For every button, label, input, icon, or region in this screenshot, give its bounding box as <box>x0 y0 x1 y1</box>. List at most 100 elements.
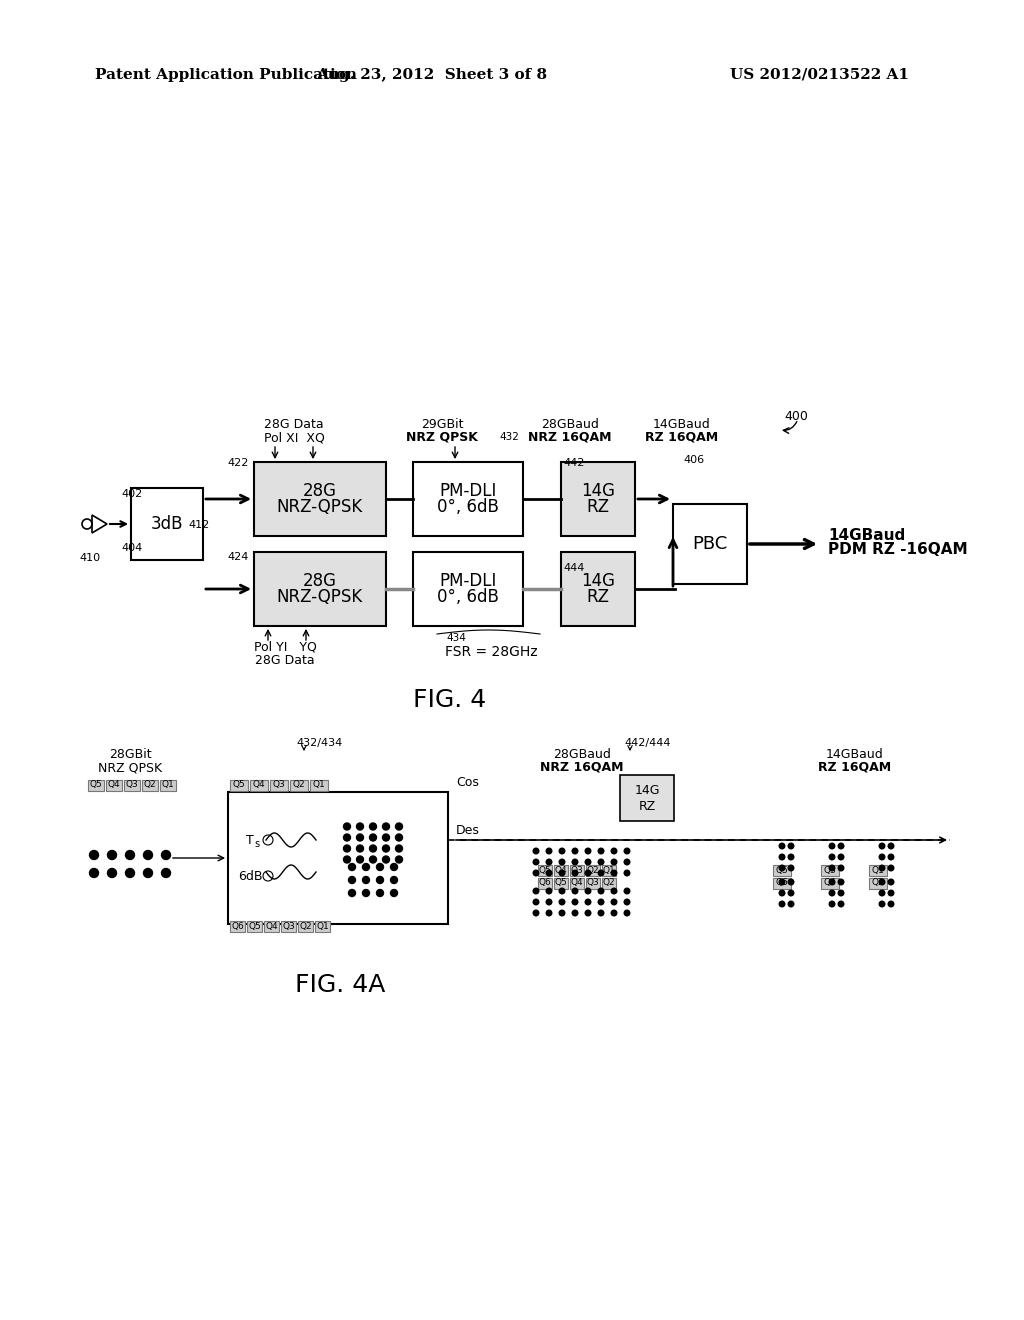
Text: 3dB: 3dB <box>151 515 183 533</box>
Text: Q2: Q2 <box>603 879 615 887</box>
Circle shape <box>356 845 364 851</box>
Circle shape <box>362 876 370 883</box>
Text: Q6: Q6 <box>539 879 551 887</box>
Text: Pol XI  XQ: Pol XI XQ <box>263 432 325 445</box>
Text: 14G: 14G <box>581 482 615 500</box>
Text: RZ: RZ <box>587 587 609 606</box>
Circle shape <box>572 849 578 854</box>
Circle shape <box>598 870 604 875</box>
Circle shape <box>546 888 552 894</box>
Circle shape <box>779 902 784 907</box>
FancyBboxPatch shape <box>250 780 268 791</box>
Text: Q3: Q3 <box>272 780 286 789</box>
FancyBboxPatch shape <box>586 865 600 876</box>
Text: 6dB: 6dB <box>238 870 262 883</box>
Circle shape <box>377 876 384 883</box>
FancyBboxPatch shape <box>298 921 313 932</box>
Circle shape <box>546 870 552 875</box>
Text: NRZ-QPSK: NRZ-QPSK <box>276 587 364 606</box>
Circle shape <box>370 822 377 830</box>
Text: 28GBaud: 28GBaud <box>541 417 599 430</box>
Text: Q4: Q4 <box>570 879 584 887</box>
Circle shape <box>625 888 630 894</box>
Circle shape <box>370 845 377 851</box>
FancyBboxPatch shape <box>270 780 288 791</box>
FancyBboxPatch shape <box>290 780 308 791</box>
FancyBboxPatch shape <box>538 878 552 888</box>
Circle shape <box>625 870 630 875</box>
Circle shape <box>888 890 894 896</box>
Circle shape <box>534 849 539 854</box>
Circle shape <box>559 911 565 916</box>
Text: Q2: Q2 <box>299 921 312 931</box>
FancyBboxPatch shape <box>264 921 279 932</box>
Circle shape <box>585 888 591 894</box>
FancyBboxPatch shape <box>124 780 140 791</box>
Text: 442: 442 <box>563 458 585 469</box>
FancyBboxPatch shape <box>254 462 386 536</box>
FancyBboxPatch shape <box>131 488 203 560</box>
Text: RZ 16QAM: RZ 16QAM <box>818 760 892 774</box>
Circle shape <box>839 879 844 884</box>
Circle shape <box>534 859 539 865</box>
Text: NRZ QPSK: NRZ QPSK <box>98 762 162 775</box>
FancyBboxPatch shape <box>315 921 330 932</box>
Circle shape <box>788 879 794 884</box>
Circle shape <box>383 822 389 830</box>
Circle shape <box>356 834 364 841</box>
Text: Q1: Q1 <box>871 866 885 874</box>
Circle shape <box>611 849 616 854</box>
Text: Q5: Q5 <box>232 780 246 789</box>
Circle shape <box>829 902 835 907</box>
Circle shape <box>598 899 604 904</box>
Circle shape <box>839 890 844 896</box>
Circle shape <box>839 843 844 849</box>
Circle shape <box>598 849 604 854</box>
Circle shape <box>356 822 364 830</box>
Circle shape <box>162 869 171 878</box>
Text: 0°, 6dB: 0°, 6dB <box>437 498 499 516</box>
Text: FIG. 4: FIG. 4 <box>414 688 486 711</box>
Text: Q3: Q3 <box>587 879 599 887</box>
Text: 28GBit: 28GBit <box>109 748 152 762</box>
Circle shape <box>611 859 616 865</box>
Text: NRZ 16QAM: NRZ 16QAM <box>541 760 624 774</box>
Circle shape <box>559 899 565 904</box>
Circle shape <box>395 822 402 830</box>
Circle shape <box>880 865 885 871</box>
Circle shape <box>362 863 370 870</box>
Circle shape <box>829 843 835 849</box>
Circle shape <box>89 869 98 878</box>
Circle shape <box>362 890 370 896</box>
Text: Q3: Q3 <box>126 780 138 789</box>
Text: 28GBaud: 28GBaud <box>553 747 611 760</box>
FancyBboxPatch shape <box>561 462 635 536</box>
Text: 29GBit: 29GBit <box>421 417 463 430</box>
Text: 28G: 28G <box>303 572 337 590</box>
Circle shape <box>779 865 784 871</box>
Circle shape <box>625 911 630 916</box>
Text: 432/434: 432/434 <box>297 738 343 748</box>
Circle shape <box>585 911 591 916</box>
Text: 14G: 14G <box>634 784 659 797</box>
Text: 0°, 6dB: 0°, 6dB <box>437 587 499 606</box>
Text: RZ: RZ <box>587 498 609 516</box>
Text: Q4: Q4 <box>108 780 120 789</box>
FancyBboxPatch shape <box>773 865 791 876</box>
Circle shape <box>546 859 552 865</box>
Text: NRZ-QPSK: NRZ-QPSK <box>276 498 364 516</box>
FancyBboxPatch shape <box>602 878 616 888</box>
Text: Q4: Q4 <box>265 921 278 931</box>
Circle shape <box>395 834 402 841</box>
Circle shape <box>348 876 355 883</box>
Circle shape <box>829 854 835 859</box>
Circle shape <box>559 849 565 854</box>
Text: RZ: RZ <box>638 800 655 813</box>
Text: 14G: 14G <box>581 572 615 590</box>
Circle shape <box>572 888 578 894</box>
Circle shape <box>534 870 539 875</box>
Circle shape <box>89 850 98 859</box>
FancyBboxPatch shape <box>773 878 791 888</box>
Text: 410: 410 <box>79 553 100 564</box>
Text: 14GBaud: 14GBaud <box>826 747 884 760</box>
